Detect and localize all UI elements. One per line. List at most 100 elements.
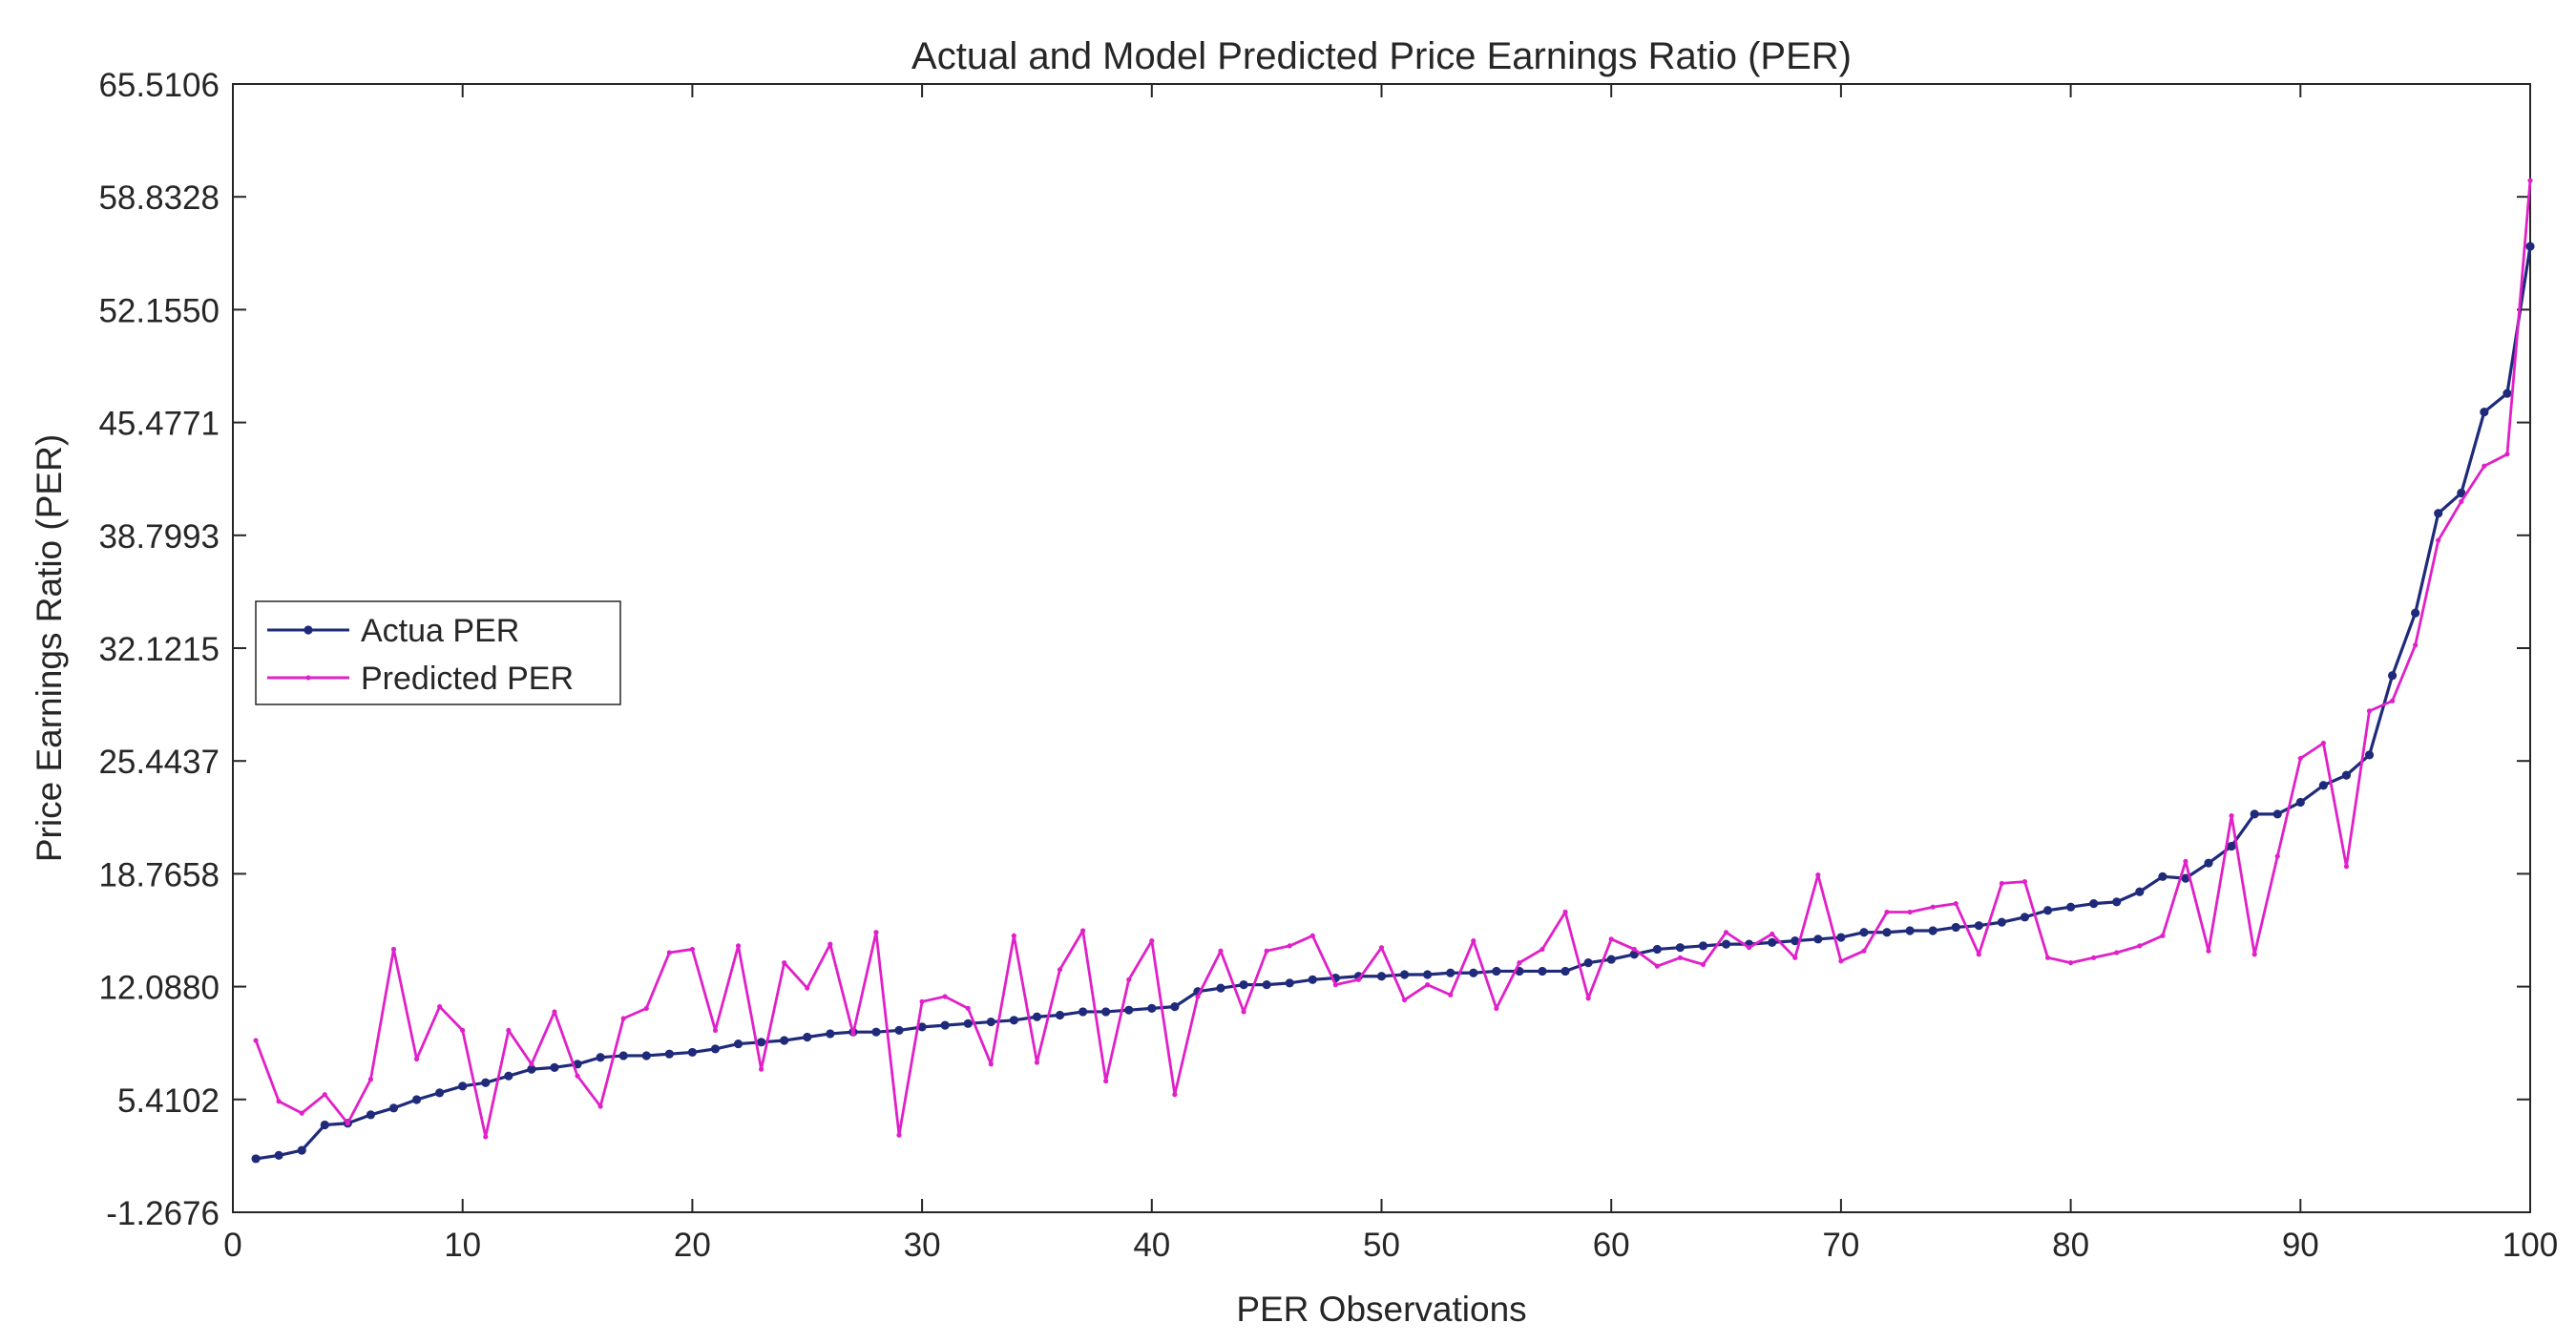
y-tick-label: 65.5106 bbox=[98, 67, 220, 104]
data-point bbox=[1815, 872, 1821, 878]
x-tick-label: 70 bbox=[1822, 1227, 1859, 1264]
legend: Actua PER Predicted PER bbox=[255, 600, 621, 705]
data-point bbox=[986, 1017, 995, 1027]
legend-marker bbox=[305, 675, 311, 681]
data-point bbox=[1401, 997, 1408, 1003]
data-point bbox=[367, 1077, 374, 1082]
data-point bbox=[1078, 1007, 1088, 1017]
data-point bbox=[2160, 933, 2166, 938]
data-point bbox=[481, 1078, 491, 1087]
data-point bbox=[1723, 930, 1729, 935]
data-point bbox=[483, 1134, 489, 1140]
legend-box bbox=[255, 600, 621, 705]
data-point bbox=[641, 1051, 651, 1060]
data-point bbox=[780, 1036, 789, 1045]
data-point bbox=[871, 1027, 881, 1037]
data-point bbox=[1195, 994, 1201, 999]
data-point bbox=[1560, 966, 1570, 976]
data-point bbox=[1378, 945, 1385, 951]
data-point bbox=[1425, 982, 1431, 988]
data-point bbox=[1997, 917, 2006, 927]
data-point bbox=[1836, 933, 1846, 942]
data-point bbox=[2457, 488, 2466, 498]
data-point bbox=[2525, 242, 2535, 251]
data-point bbox=[759, 1066, 764, 1072]
data-point bbox=[1103, 1078, 1109, 1084]
data-point bbox=[1859, 928, 1869, 937]
data-point bbox=[2480, 407, 2489, 417]
data-point bbox=[529, 1061, 534, 1067]
data-point bbox=[2181, 873, 2190, 883]
data-point bbox=[1905, 926, 1915, 935]
x-tick-label: 60 bbox=[1593, 1227, 1630, 1264]
data-point bbox=[2343, 864, 2350, 870]
data-point bbox=[1494, 1005, 1499, 1011]
legend-item: Predicted PER bbox=[267, 661, 574, 697]
data-point bbox=[618, 1051, 628, 1060]
data-point bbox=[1079, 928, 1086, 934]
x-tick-label: 20 bbox=[674, 1227, 711, 1264]
data-point bbox=[664, 1049, 674, 1059]
data-point bbox=[643, 1005, 649, 1011]
data-point bbox=[1791, 935, 1800, 946]
x-axis-ticks: 0 10 20 30 40 50 60 70 80 90 100 bbox=[223, 84, 2558, 1264]
data-point bbox=[2068, 960, 2074, 966]
data-point bbox=[1974, 921, 1983, 931]
data-point bbox=[894, 1025, 904, 1036]
data-point bbox=[1631, 946, 1637, 953]
data-point bbox=[1101, 1007, 1111, 1017]
data-point bbox=[1517, 960, 1522, 966]
data-point bbox=[1011, 933, 1016, 938]
data-point bbox=[2459, 498, 2464, 504]
x-tick-label: 30 bbox=[904, 1227, 941, 1264]
data-point bbox=[1216, 983, 1225, 993]
data-point bbox=[1538, 966, 1547, 976]
data-point bbox=[575, 1073, 580, 1079]
data-point bbox=[1608, 936, 1614, 942]
y-tick-label: 18.7658 bbox=[98, 856, 220, 893]
data-point bbox=[1907, 909, 1913, 915]
data-point bbox=[1055, 1010, 1065, 1020]
data-point bbox=[2389, 698, 2396, 704]
data-point bbox=[1126, 976, 1132, 982]
data-point bbox=[2504, 452, 2510, 457]
data-point bbox=[666, 950, 672, 956]
data-point bbox=[1882, 928, 1892, 937]
y-tick-label: 58.8328 bbox=[98, 179, 220, 217]
data-point bbox=[1332, 982, 1338, 988]
plot-area bbox=[232, 83, 2531, 1213]
data-point bbox=[458, 1082, 468, 1091]
data-point bbox=[1539, 946, 1545, 953]
data-point bbox=[850, 1031, 856, 1037]
data-point bbox=[413, 1056, 420, 1062]
data-point bbox=[2044, 955, 2051, 960]
data-point bbox=[435, 1088, 445, 1098]
y-axis-label: Price Earnings Ratio (PER) bbox=[30, 434, 69, 862]
x-tick-label: 10 bbox=[444, 1227, 481, 1264]
chart-title: Actual and Model Predicted Price Earning… bbox=[911, 35, 1852, 77]
data-point bbox=[2527, 178, 2533, 183]
x-tick-label: 0 bbox=[223, 1227, 241, 1264]
data-point bbox=[2411, 608, 2420, 618]
data-point bbox=[988, 1061, 994, 1067]
x-tick-label: 80 bbox=[2052, 1227, 2089, 1264]
data-point bbox=[1149, 937, 1155, 944]
data-point bbox=[2089, 899, 2099, 909]
data-point bbox=[460, 1027, 466, 1034]
data-point bbox=[274, 1150, 283, 1160]
data-point bbox=[1930, 904, 1936, 910]
x-tick-label: 40 bbox=[1133, 1227, 1170, 1264]
data-point bbox=[1813, 934, 1823, 944]
data-point bbox=[1700, 961, 1707, 967]
x-tick-label: 50 bbox=[1363, 1227, 1400, 1264]
data-point bbox=[1585, 996, 1591, 1001]
data-point bbox=[1399, 970, 1410, 979]
data-point bbox=[1747, 945, 1752, 951]
data-point bbox=[2320, 740, 2326, 746]
data-point bbox=[1009, 1016, 1018, 1025]
data-point bbox=[2503, 388, 2512, 398]
data-point bbox=[1376, 972, 1387, 981]
data-point bbox=[687, 1047, 698, 1058]
data-point bbox=[782, 960, 787, 966]
